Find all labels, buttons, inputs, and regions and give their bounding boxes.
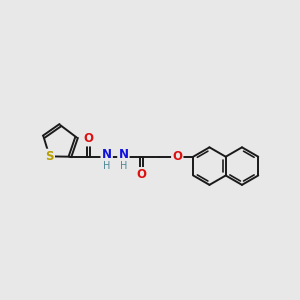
Text: O: O [172,150,182,163]
Text: S: S [45,150,54,163]
Text: N: N [102,148,112,161]
Text: O: O [136,168,146,181]
Text: H: H [103,161,110,171]
Text: N: N [118,148,128,161]
Text: H: H [120,161,127,171]
Text: O: O [84,132,94,145]
